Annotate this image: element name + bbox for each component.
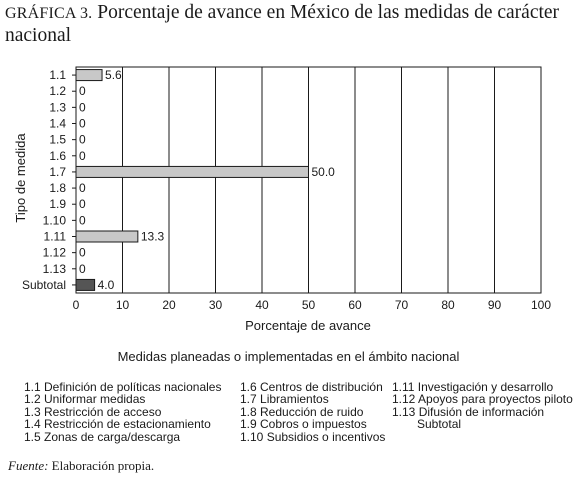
bar (75, 278, 96, 291)
chart-title: GRÁFICA 3. Porcentaje de avance en Méxic… (5, 2, 575, 47)
legend-item: 1.2 Uniformar medidas (24, 392, 146, 407)
data-label: 13.3 (141, 230, 165, 244)
x-tick-label: 0 (73, 298, 80, 312)
data-label: 0 (79, 100, 86, 114)
x-tick-label: 80 (441, 298, 455, 312)
data-label: 4.0 (98, 278, 115, 292)
source-label: Fuente: (8, 458, 49, 473)
x-tick-label: 60 (348, 298, 362, 312)
legend-item: 1.5 Zonas de carga/descarga (24, 429, 181, 444)
legend-item: Subtotal (417, 417, 462, 432)
y-tick-label: 1.9 (49, 197, 66, 211)
data-label: 5.6 (105, 68, 122, 82)
y-tick-label: 1.11 (44, 230, 67, 244)
x-tick-label: 50 (302, 298, 316, 312)
y-tick-label: 1.8 (49, 181, 66, 195)
y-tick-label: 1.5 (49, 133, 66, 147)
chart-subtitle: Medidas planeadas o implementadas en el … (117, 349, 460, 364)
chart-title-label: GRÁFICA 3. (5, 5, 93, 22)
source-note: Fuente: Elaboración propia. (8, 458, 154, 474)
plot-frame (75, 66, 542, 294)
legend-column-1: 1.1 Definición de políticas nacionales 1… (24, 381, 221, 443)
x-tick-label: 40 (255, 298, 269, 312)
y-tick-label: 1.13 (43, 262, 67, 276)
x-tick-label: 90 (488, 298, 502, 312)
y-tick-label: 1.3 (49, 100, 66, 114)
source-text: Elaboración propia. (51, 458, 155, 473)
legend-item: 1.3 Restricción de acceso (24, 404, 162, 419)
data-labels: 5.6 0 0 0 0 0 50.0 0 0 0 13.3 0 0 4.0 (79, 68, 335, 292)
data-label: 0 (79, 197, 86, 211)
x-tick-labels: 0 10 20 30 40 50 60 70 80 90 100 (73, 298, 552, 312)
bar (75, 230, 139, 243)
legend-item: 1.1 Definición de políticas nacionales (24, 380, 222, 394)
y-tick-labels: 1.1 1.2 1.3 1.4 1.5 1.6 1.7 1.8 1.9 1.10 1.11 1.12 1… (22, 68, 76, 292)
data-label: 0 (79, 262, 86, 276)
chart-title-text: Porcentaje de avance en México de las me… (5, 2, 560, 46)
x-tick-label: 10 (116, 298, 130, 312)
bar (75, 165, 309, 178)
y-axis-label: Tipo de medida (13, 133, 28, 223)
y-tick-label: Subtotal (22, 278, 66, 292)
legend-item: 1.4 Restricción de estacionamiento (24, 417, 211, 432)
data-label: 0 (79, 246, 86, 260)
x-tick-label: 70 (395, 298, 409, 312)
data-label: 0 (79, 181, 86, 195)
y-tick-label: 1.2 (49, 84, 66, 98)
data-label: 0 (79, 133, 86, 147)
legend-item: 1.11 Investigación y desarrollo (392, 380, 554, 394)
bar-chart: 1.1 1.2 1.3 1.4 1.5 1.6 1.7 1.8 1.9 1.10 1.11 1.12 1… (13, 66, 552, 333)
y-tick-label: 1.4 (49, 117, 66, 131)
y-tick-label: 1.6 (49, 149, 66, 163)
data-label: 0 (79, 117, 86, 131)
x-tick-label: 30 (209, 298, 223, 312)
data-label: 0 (79, 149, 86, 163)
y-tick-label: 1.10 (43, 213, 67, 227)
legend-item: 1.7 Libramientos (240, 392, 329, 407)
bar (75, 69, 103, 82)
x-tick-label: 100 (531, 298, 551, 312)
legend-column-3: 1.11 Investigación y desarrollo 1.12 Apo… (392, 381, 573, 431)
chart-grid (75, 66, 542, 294)
legend-item: 1.10 Subsidios o incentivos (240, 429, 386, 444)
y-tick-label: 1.7 (49, 165, 66, 179)
x-tick-label: 20 (162, 298, 176, 312)
legend-item: 1.8 Reducción de ruido (240, 404, 364, 419)
legend-item: 1.13 Difusión de información (392, 404, 545, 419)
legend-item: 1.9 Cobros o impuestos (240, 417, 367, 432)
data-label: 50.0 (312, 165, 336, 179)
data-label: 0 (79, 213, 86, 227)
legend-item: 1.12 Apoyos para proyectos piloto (392, 392, 573, 407)
y-tick-label: 1.1 (49, 68, 66, 82)
chart-bars (75, 69, 309, 291)
data-label: 0 (79, 84, 86, 98)
y-tick-label: 1.12 (43, 246, 67, 260)
x-axis-label: Porcentaje de avance (245, 318, 371, 333)
legend-item: 1.6 Centros de distribución (240, 380, 383, 394)
legend-column-2: 1.6 Centros de distribución 1.7 Libramie… (240, 381, 385, 443)
